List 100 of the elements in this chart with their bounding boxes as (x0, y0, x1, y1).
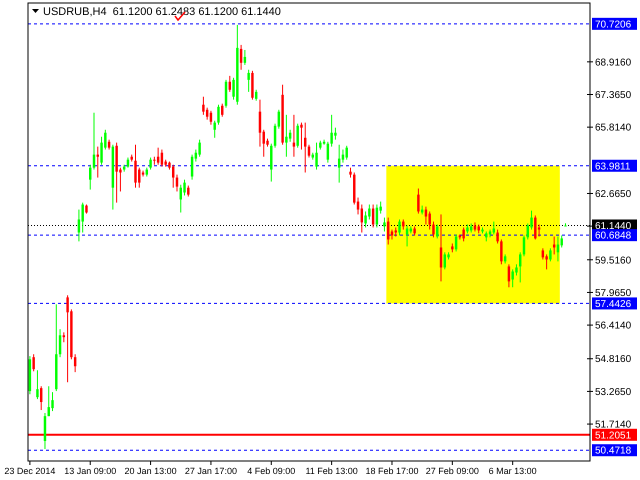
y-tick-label: 51.7140 (595, 420, 632, 431)
candlestick (172, 164, 174, 188)
candlestick (96, 146, 100, 178)
candlestick (247, 69, 250, 92)
candlestick (300, 122, 303, 150)
y-tick-label: 67.3650 (595, 90, 632, 101)
candlestick (508, 264, 510, 288)
candlestick (221, 103, 224, 118)
candlestick (48, 386, 50, 417)
candlestick (100, 136, 103, 166)
candlestick (376, 204, 378, 228)
candlestick (32, 354, 35, 372)
candlestick (436, 224, 438, 239)
x-tick-label: 6 Mar 13:00 (488, 466, 537, 476)
candlestick (296, 123, 299, 148)
candlestick (444, 252, 446, 270)
candlestick (368, 204, 371, 220)
y-tick-label: 65.8140 (595, 122, 632, 134)
ref-line-label: 70.7206 (595, 19, 632, 30)
candlestick (518, 252, 522, 283)
x-tick-label: 18 Feb 17:00 (365, 466, 419, 476)
candlestick (330, 114, 333, 148)
candlestick (285, 114, 288, 158)
candlestick (326, 141, 330, 164)
candlestick (394, 226, 397, 238)
candlestick (85, 204, 88, 214)
y-tick-label: 57.9650 (595, 288, 632, 299)
candlestick (180, 184, 182, 214)
candlestick (228, 75, 232, 92)
candlestick (338, 144, 340, 184)
candlestick (504, 254, 506, 264)
candlestick (342, 149, 344, 164)
candlestick (545, 254, 548, 270)
candlestick (198, 139, 201, 158)
candlestick (149, 157, 152, 170)
ref-line-label: 57.4426 (595, 298, 632, 310)
x-tick-label: 4 Feb 09:00 (247, 466, 296, 476)
y-tick-label: 56.4140 (595, 320, 632, 332)
candlestick (258, 99, 262, 148)
candlestick (462, 226, 465, 242)
candlestick (156, 147, 160, 166)
candlestick (428, 210, 431, 230)
candlestick (515, 264, 518, 276)
candlestick (424, 206, 428, 226)
candlestick (213, 120, 216, 138)
candlestick (334, 127, 337, 140)
x-tick-label: 27 Jan 17:00 (184, 466, 237, 476)
candlestick (288, 129, 292, 142)
candlestick (40, 386, 42, 411)
candlestick (413, 226, 416, 236)
y-tick-label: 54.8160 (595, 354, 632, 366)
candlestick (386, 217, 390, 246)
x-tick-label: 27 Feb 09:00 (426, 466, 479, 476)
candlestick (108, 139, 110, 150)
candlestick (470, 222, 472, 234)
candlestick (511, 268, 514, 288)
candlestick (500, 238, 503, 265)
candlestick (66, 294, 69, 383)
candlestick (183, 179, 186, 196)
x-tick-label: 13 Jan 09:00 (64, 466, 116, 476)
candlestick (58, 328, 62, 358)
candlestick (210, 110, 212, 126)
candlestick (240, 44, 242, 70)
candlestick (190, 154, 194, 180)
candlestick (206, 107, 208, 120)
candlestick (534, 214, 537, 240)
candlestick (74, 354, 76, 373)
candlestick (36, 370, 39, 400)
candlestick (556, 236, 560, 262)
candlestick (492, 221, 496, 235)
candlestick (360, 204, 364, 234)
candlestick (160, 149, 164, 168)
ref-line-label: 51.2051 (595, 430, 632, 442)
x-tick-label: 23 Dec 2014 (4, 466, 56, 476)
candlestick (402, 218, 405, 230)
y-tick-label: 59.5160 (595, 255, 632, 266)
x-tick-label: 20 Jan 13:00 (124, 466, 177, 476)
y-tick-label: 62.6650 (595, 188, 632, 200)
ref-line-label: 60.6848 (595, 230, 632, 242)
candlestick (244, 49, 246, 66)
candlestick (454, 234, 458, 252)
candlestick (485, 230, 488, 242)
y-tick-label: 68.9160 (595, 57, 632, 68)
candlestick (270, 143, 273, 182)
candlestick (549, 248, 552, 262)
candlestick (254, 89, 258, 102)
candlestick (417, 188, 420, 214)
candlestick (383, 217, 386, 232)
ref-line-label: 50.4718 (595, 446, 632, 457)
candlestick (89, 164, 92, 190)
candlestick (432, 221, 435, 238)
candlestick (496, 229, 499, 244)
candlestick (552, 236, 556, 255)
candlestick (81, 202, 84, 234)
candlestick (187, 185, 190, 198)
candlestick (126, 157, 130, 168)
candlestick (364, 210, 367, 228)
ref-line-label: 63.9811 (595, 161, 631, 172)
candlestick (202, 96, 205, 116)
candlestick (345, 145, 348, 160)
